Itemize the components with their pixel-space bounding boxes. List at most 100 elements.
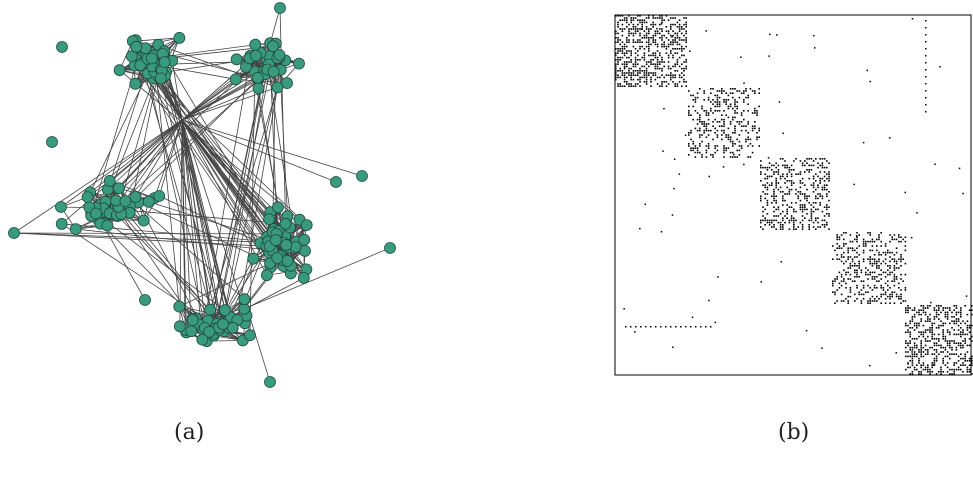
matrix-dot <box>694 147 697 149</box>
matrix-dot <box>665 26 668 28</box>
matrix-dot <box>768 219 771 222</box>
matrix-dot <box>632 65 635 68</box>
graph-edge <box>158 119 183 197</box>
matrix-dot <box>771 226 773 228</box>
matrix-dot <box>929 318 931 320</box>
matrix-dot <box>891 280 893 282</box>
matrix-dot <box>663 107 665 110</box>
matrix-dot <box>725 114 727 116</box>
matrix-dot <box>740 145 743 147</box>
matrix-dot <box>913 344 916 347</box>
matrix-dot <box>727 138 730 141</box>
matrix-dot <box>955 333 958 336</box>
matrix-dot <box>856 251 858 254</box>
matrix-dot <box>962 340 964 342</box>
matrix-dot <box>734 156 736 158</box>
matrix-dot <box>922 362 925 364</box>
matrix-dot <box>911 346 914 349</box>
matrix-dot <box>645 70 648 72</box>
matrix-dot <box>951 316 953 318</box>
graph-node <box>267 65 280 78</box>
matrix-dot <box>867 300 869 302</box>
matrix-dot <box>884 243 887 245</box>
graph-node <box>8 227 20 239</box>
matrix-dot <box>743 118 745 121</box>
matrix-dot <box>729 156 732 158</box>
matrix-dot <box>660 326 662 328</box>
matrix-dot <box>667 83 670 85</box>
matrix-dot <box>873 278 876 280</box>
matrix-dot <box>749 138 752 141</box>
matrix-dot <box>727 147 730 149</box>
matrix-dot <box>876 260 878 263</box>
caption-b: (b) <box>778 420 810 445</box>
matrix-dot <box>849 289 852 291</box>
matrix-dot <box>670 67 672 70</box>
matrix-dot <box>858 234 860 236</box>
matrix-dot <box>942 360 944 362</box>
matrix-dot <box>817 162 819 164</box>
matrix-dot <box>960 342 962 344</box>
matrix-dot <box>725 92 727 94</box>
matrix-dot <box>710 92 712 94</box>
matrix-dot <box>678 23 681 26</box>
matrix-dot <box>940 346 942 349</box>
matrix-dot <box>637 28 639 30</box>
matrix-dot <box>918 357 920 360</box>
matrix-dot <box>836 234 838 236</box>
matrix-dot <box>639 67 641 70</box>
matrix-dot <box>615 67 617 70</box>
matrix-dot <box>810 219 813 222</box>
matrix-dot <box>635 326 637 328</box>
matrix-dot <box>685 67 687 70</box>
matrix-dot <box>632 70 635 72</box>
matrix-dot <box>775 228 777 230</box>
matrix-dot <box>871 262 874 265</box>
matrix-dot <box>701 134 703 136</box>
matrix-dot <box>710 129 712 132</box>
matrix-dot <box>887 269 889 271</box>
matrix-dot <box>838 238 841 241</box>
matrix-dot <box>688 110 690 112</box>
matrix-dot <box>905 309 907 311</box>
matrix-dot <box>876 276 878 278</box>
matrix-dot <box>887 265 889 267</box>
matrix-dot <box>723 123 725 125</box>
matrix-dot <box>727 105 730 108</box>
matrix-dot <box>907 324 909 327</box>
matrix-dot <box>617 37 619 39</box>
matrix-dot <box>971 340 973 342</box>
matrix-dot <box>656 65 659 68</box>
matrix-dot <box>810 210 813 213</box>
matrix-dot <box>790 219 793 222</box>
matrix-dot <box>898 298 900 300</box>
matrix-dot <box>922 305 925 307</box>
matrix-dot <box>714 132 716 134</box>
matrix-dot <box>769 33 771 36</box>
matrix-dot <box>924 307 927 309</box>
matrix-dot <box>621 63 624 65</box>
matrix-dot <box>840 234 843 236</box>
matrix-dot <box>922 368 925 371</box>
matrix-dot <box>795 188 797 191</box>
matrix-dot <box>862 243 865 245</box>
graph-edge <box>181 119 223 326</box>
matrix-dot <box>632 72 635 74</box>
matrix-dot <box>812 182 815 184</box>
matrix-dot <box>916 364 918 366</box>
matrix-dot <box>630 32 632 35</box>
matrix-dot <box>667 32 670 35</box>
matrix-dot <box>799 160 802 162</box>
matrix-dot <box>856 287 858 289</box>
matrix-dot <box>845 273 847 276</box>
matrix-dot <box>674 32 676 35</box>
matrix-dot <box>880 262 882 265</box>
matrix-dot <box>621 41 624 43</box>
matrix-dot <box>893 238 896 241</box>
matrix-dot <box>889 298 891 300</box>
matrix-dot <box>889 234 891 236</box>
graph-edge <box>222 69 268 326</box>
matrix-dot <box>747 110 749 112</box>
graph-edge <box>75 228 273 251</box>
matrix-dot <box>740 56 742 58</box>
